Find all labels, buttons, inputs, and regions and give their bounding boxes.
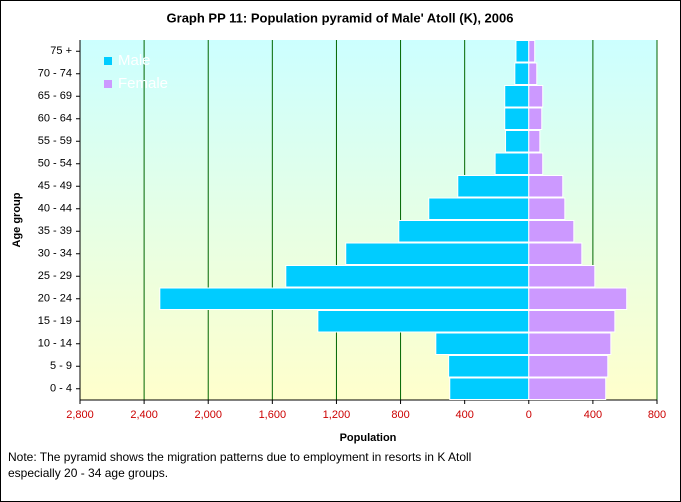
y-tick-label: 55 - 59	[38, 135, 72, 147]
legend-swatch	[104, 80, 112, 88]
x-tick-label: 800	[648, 409, 666, 421]
bar	[528, 287, 628, 310]
bar	[515, 40, 530, 63]
bar	[528, 152, 544, 175]
x-axis-label: Population	[340, 432, 397, 444]
legend-label: Female	[118, 75, 168, 92]
x-tick-label: 0	[526, 409, 532, 421]
x-tick-label: 1,600	[259, 409, 287, 421]
bar	[528, 377, 607, 400]
bar	[528, 265, 596, 288]
bar	[528, 130, 541, 153]
y-tick-label: 10 - 14	[38, 338, 72, 350]
bar	[528, 62, 538, 85]
x-tick-label: 800	[391, 409, 409, 421]
bar	[505, 130, 530, 153]
x-tick-label: 2,000	[194, 409, 222, 421]
y-tick-label: 75 +	[50, 45, 72, 57]
y-tick-label: 25 - 29	[38, 270, 72, 282]
y-tick-label: 15 - 19	[38, 315, 72, 327]
y-tick-label: 40 - 44	[38, 203, 72, 215]
y-tick-label: 65 - 69	[38, 90, 72, 102]
y-tick-label: 35 - 39	[38, 225, 72, 237]
y-tick-label: 45 - 49	[38, 180, 72, 192]
bar	[428, 197, 530, 220]
legend-label: Male	[118, 52, 151, 69]
bar	[449, 377, 530, 400]
bar	[494, 152, 530, 175]
bar	[448, 355, 530, 378]
bar	[317, 310, 530, 333]
bar	[159, 287, 530, 310]
y-tick-label: 0 - 4	[50, 383, 72, 395]
bar	[345, 242, 530, 265]
y-tick-label: 60 - 64	[38, 113, 72, 125]
bar	[528, 40, 536, 63]
bar	[528, 310, 616, 333]
x-tick-label: 1,200	[323, 409, 351, 421]
bar	[528, 220, 575, 243]
bar	[514, 62, 530, 85]
x-tick-label: 400	[455, 409, 473, 421]
y-tick-label: 70 - 74	[38, 68, 72, 80]
bar	[504, 85, 530, 108]
note: Note: The pyramid shows the migration pa…	[8, 450, 471, 464]
y-axis-label: Age group	[11, 192, 23, 247]
legend-swatch	[104, 57, 112, 65]
bar	[528, 107, 543, 130]
bar	[457, 175, 530, 198]
bar	[528, 242, 583, 265]
bar	[528, 197, 566, 220]
y-tick-label: 30 - 34	[38, 248, 72, 260]
x-tick-label: 400	[584, 409, 602, 421]
bar	[528, 332, 612, 355]
y-tick-label: 50 - 54	[38, 158, 72, 170]
bar	[528, 85, 544, 108]
bar	[504, 107, 530, 130]
bar	[435, 332, 530, 355]
bar	[528, 175, 564, 198]
x-tick-label: 2,800	[66, 409, 94, 421]
bar	[398, 220, 530, 243]
note: especially 20 - 34 age groups.	[8, 466, 168, 480]
y-tick-label: 5 - 9	[50, 360, 72, 372]
y-tick-label: 20 - 24	[38, 293, 72, 305]
bar	[285, 265, 530, 288]
bar	[528, 355, 609, 378]
chart-title: Graph PP 11: Population pyramid of Male'…	[167, 10, 514, 25]
x-tick-label: 2,400	[130, 409, 158, 421]
